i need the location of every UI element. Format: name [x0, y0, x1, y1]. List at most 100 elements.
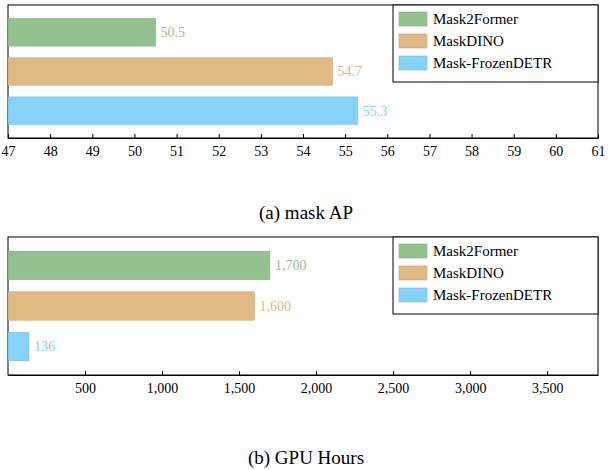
- tick-label: 58: [465, 144, 479, 159]
- tick-label: 53: [254, 144, 268, 159]
- tick-label: 500: [75, 381, 96, 396]
- tick-label: 61: [592, 144, 606, 159]
- tick-label: 50: [128, 144, 142, 159]
- bar: [8, 19, 156, 46]
- tick: 3,500: [532, 371, 564, 396]
- data-label: 50.5: [161, 25, 186, 40]
- bars: [8, 19, 358, 125]
- tick: 51: [170, 134, 184, 159]
- tick-mark: [316, 371, 317, 375]
- tick: 53: [254, 134, 268, 159]
- legend-label: Mask2Former: [433, 11, 518, 27]
- tick: 500: [75, 371, 96, 396]
- tick-label: 52: [212, 144, 226, 159]
- bar: [8, 332, 29, 360]
- bar: [8, 58, 333, 85]
- tick: 58: [465, 134, 479, 159]
- tick-label: 55: [339, 144, 353, 159]
- tick: 49: [86, 134, 100, 159]
- tick: 56: [381, 134, 395, 159]
- chart: 1,700 1,600 136 500 1,000 1,500 2,000 2,500 3,00…: [8, 237, 599, 469]
- chart: 50.5 54.7 55.3 47 48 49 50 51 52 53 54 55 56 57 58 59 60…: [2, 5, 606, 224]
- tick-label: 56: [381, 144, 395, 159]
- tick: 50: [128, 134, 142, 159]
- legend-swatch: [399, 288, 427, 302]
- tick: 55: [339, 134, 353, 159]
- bar: [8, 251, 270, 279]
- legend-swatch: [399, 266, 427, 280]
- data-labels: 50.5 54.7 55.3: [161, 25, 388, 118]
- tick-mark: [219, 134, 220, 138]
- tick-mark: [429, 134, 430, 138]
- tick-label: 47: [2, 144, 16, 159]
- tick: 48: [44, 134, 58, 159]
- data-label: 1,700: [275, 258, 307, 273]
- tick-mark: [387, 134, 388, 138]
- tick: 59: [507, 134, 521, 159]
- tick: 2,500: [378, 371, 410, 396]
- legend-swatch: [399, 12, 427, 26]
- tick: 60: [549, 134, 563, 159]
- tick-mark: [303, 134, 304, 138]
- tick-label: 54: [297, 144, 311, 159]
- data-label: 55.3: [363, 104, 388, 119]
- axis-line: [9, 375, 599, 376]
- tick-mark: [134, 134, 135, 138]
- bars: [8, 251, 270, 361]
- tick-label: 3,500: [532, 381, 564, 396]
- tick-mark: [514, 134, 515, 138]
- legend-box: [393, 237, 598, 314]
- tick-mark: [177, 134, 178, 138]
- axis-line: [9, 138, 599, 139]
- tick-mark: [50, 134, 51, 138]
- tick: 54: [297, 134, 311, 159]
- legend-label: MaskDINO: [433, 33, 504, 49]
- legend-swatch: [399, 34, 427, 48]
- legend: Mask2Former MaskDINO Mask-FrozenDETR: [393, 5, 598, 82]
- tick-label: 49: [86, 144, 100, 159]
- bar: [8, 97, 358, 124]
- legend-label: Mask-FrozenDETR: [433, 55, 552, 71]
- tick-mark: [470, 371, 471, 375]
- tick-mark: [598, 134, 599, 138]
- tick-mark: [345, 134, 346, 138]
- bar: [8, 292, 254, 320]
- tick-mark: [8, 134, 9, 138]
- legend-label: MaskDINO: [433, 265, 504, 281]
- legend-swatch: [399, 244, 427, 258]
- legend: Mask2Former MaskDINO Mask-FrozenDETR: [393, 237, 598, 314]
- figure: 50.5 54.7 55.3 47 48 49 50 51 52 53 54 55 56 57 58 59 60…: [0, 0, 612, 470]
- tick: 57: [423, 134, 437, 159]
- tick-label: 1,000: [147, 381, 179, 396]
- data-labels: 1,700 1,600 136: [34, 258, 306, 354]
- tick-mark: [85, 371, 86, 375]
- data-label: 54.7: [338, 64, 363, 79]
- x-axis: 47 48 49 50 51 52 53 54 55 56 57 58 59 60 61: [2, 134, 606, 159]
- tick-label: 48: [44, 144, 58, 159]
- tick-label: 3,000: [455, 381, 487, 396]
- tick-label: 60: [549, 144, 563, 159]
- tick: 1,000: [147, 371, 179, 396]
- plot-frame: [8, 5, 598, 138]
- data-label: 1,600: [259, 299, 291, 314]
- tick: 3,000: [455, 371, 487, 396]
- tick-label: 51: [170, 144, 184, 159]
- tick-mark: [472, 134, 473, 138]
- tick: 47: [2, 134, 16, 159]
- caption: (a) mask AP: [259, 202, 353, 224]
- data-label: 136: [34, 339, 55, 354]
- tick: 52: [212, 134, 226, 159]
- tick-mark: [556, 134, 557, 138]
- tick: 61: [592, 134, 606, 159]
- tick-mark: [239, 371, 240, 375]
- legend-swatch: [399, 56, 427, 70]
- legend-label: Mask2Former: [433, 243, 518, 259]
- tick-mark: [393, 371, 394, 375]
- legend-box: [393, 5, 598, 82]
- legend-label: Mask-FrozenDETR: [433, 287, 552, 303]
- tick-label: 59: [507, 144, 521, 159]
- tick-label: 2,500: [378, 381, 410, 396]
- tick: 2,000: [301, 371, 333, 396]
- tick-label: 1,500: [224, 381, 256, 396]
- tick-mark: [162, 371, 163, 375]
